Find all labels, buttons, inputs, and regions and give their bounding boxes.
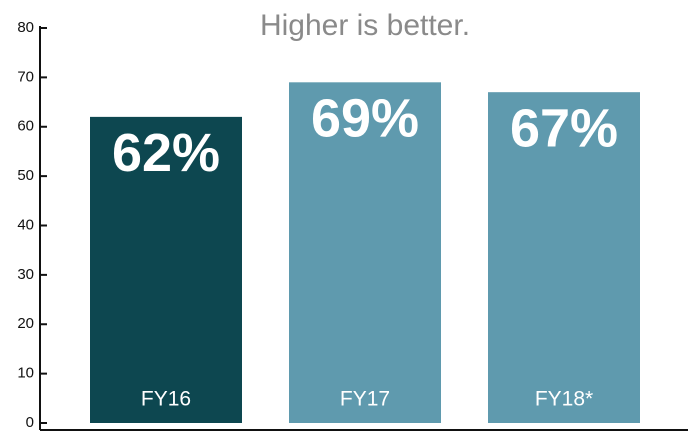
y-tick-label: 80 xyxy=(17,19,34,36)
value-label: 67% xyxy=(510,98,618,158)
y-tick-label: 70 xyxy=(17,68,34,85)
x-tick-label: FY16 xyxy=(141,388,191,411)
value-label: 69% xyxy=(311,89,419,149)
y-tick-label: 10 xyxy=(17,365,34,382)
x-tick-label: FY18* xyxy=(535,388,593,411)
chart-title: Higher is better. xyxy=(260,9,470,42)
y-tick-label: 60 xyxy=(17,118,34,135)
value-label: 62% xyxy=(112,123,220,183)
bar xyxy=(488,92,640,423)
bar xyxy=(289,82,441,423)
bar xyxy=(90,116,242,423)
y-tick-label: 0 xyxy=(26,414,34,431)
y-tick-label: 30 xyxy=(17,266,34,283)
y-tick-label: 40 xyxy=(17,216,34,233)
y-tick-label: 50 xyxy=(17,167,34,184)
x-tick-label: FY17 xyxy=(340,388,390,411)
y-tick-label: 20 xyxy=(17,315,34,332)
